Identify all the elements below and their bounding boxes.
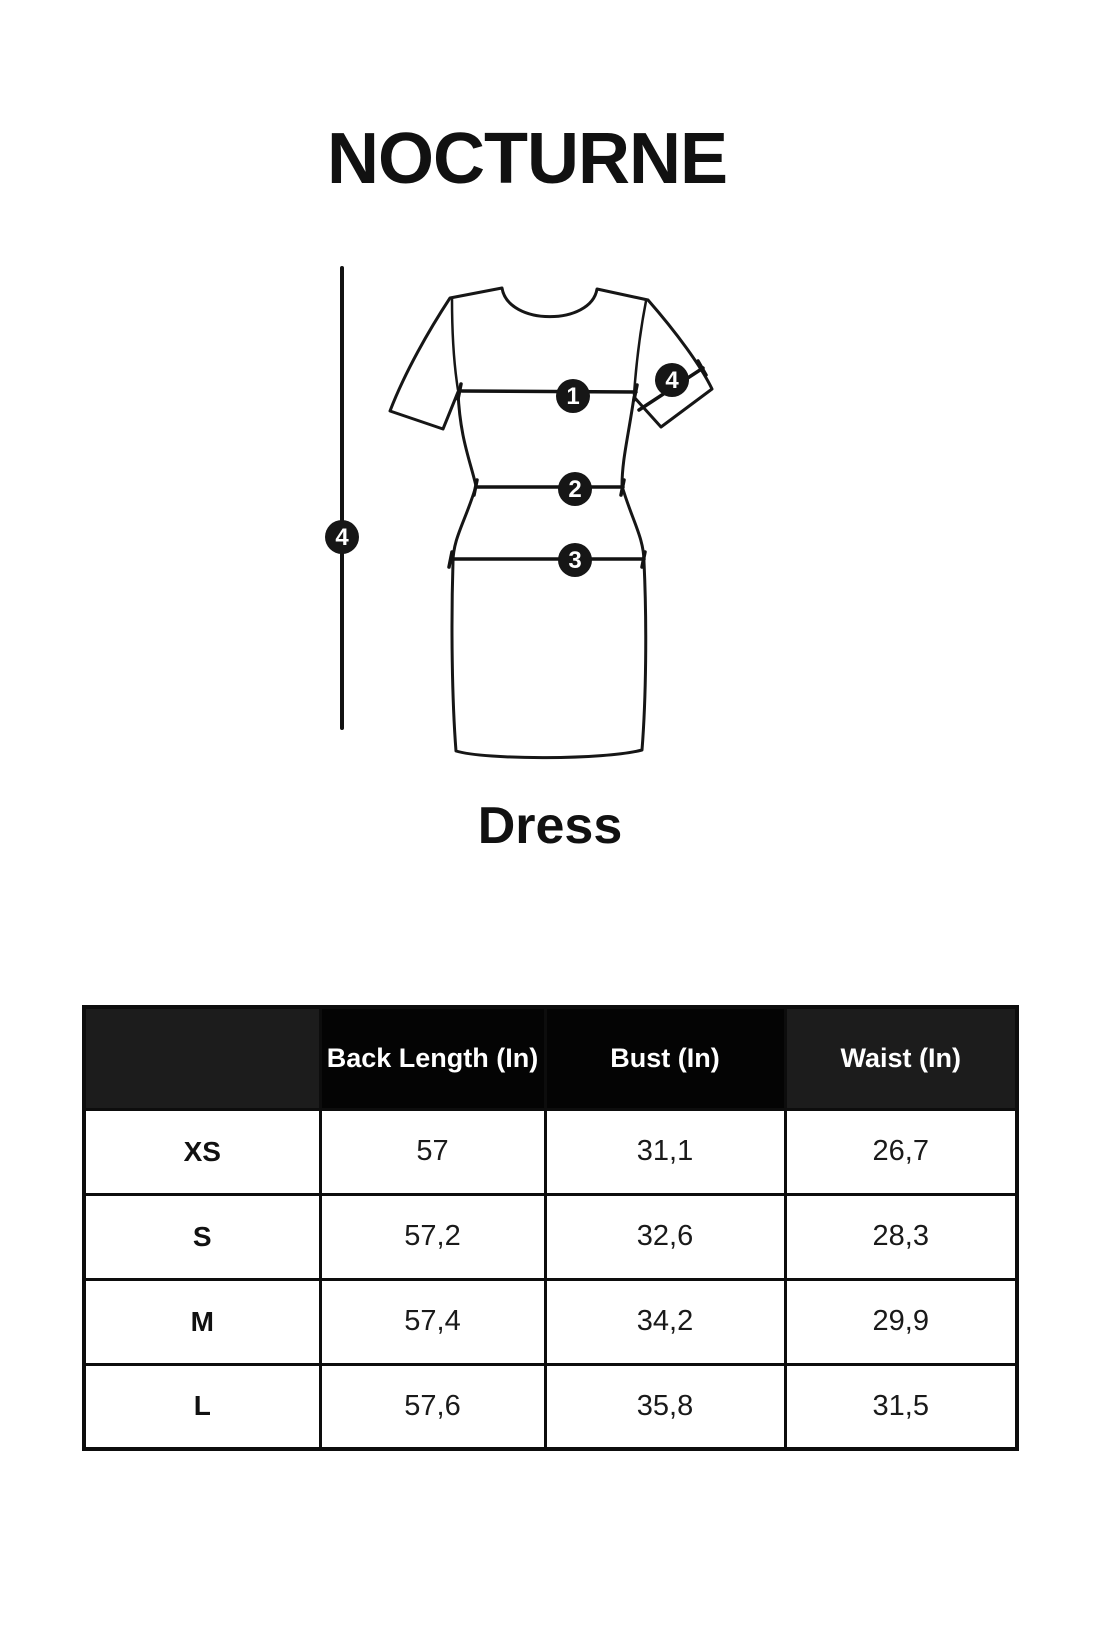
size-row-l: L 57,6 35,8 31,5 <box>82 1362 1019 1451</box>
back-length-cell: 57 <box>318 1107 547 1196</box>
dress-outline <box>388 286 714 760</box>
size-cell: XS <box>82 1107 322 1196</box>
col-header-bust: Bust (In) <box>543 1005 787 1111</box>
bust-cell: 34,2 <box>543 1277 787 1366</box>
waist-cell: 26,7 <box>783 1107 1019 1196</box>
marker-sleeve-number: 4 <box>665 367 679 394</box>
bust-cell: 35,8 <box>543 1362 787 1451</box>
marker-bust: 1 <box>556 379 590 413</box>
hip-line <box>447 550 647 569</box>
marker-hip: 3 <box>558 543 592 577</box>
brand-title: NOCTURNE <box>327 119 728 199</box>
back-length-cell: 57,2 <box>318 1192 547 1281</box>
size-chart-table: Back Length (In) Bust (In) Waist (In) XS… <box>82 1005 1019 1451</box>
size-cell: L <box>82 1362 322 1451</box>
size-chart-corner-cell <box>82 1005 322 1111</box>
size-cell: M <box>82 1277 322 1366</box>
marker-sleeve: 4 <box>655 363 689 397</box>
marker-bust-circle <box>556 379 590 413</box>
marker-back-length-number: 4 <box>335 524 349 551</box>
back-length-cell: 57,6 <box>318 1362 547 1451</box>
col-header-back-length: Back Length (In) <box>318 1005 547 1111</box>
size-row-xs: XS 57 31,1 26,7 <box>82 1107 1019 1196</box>
size-row-m: M 57,4 34,2 29,9 <box>82 1277 1019 1366</box>
marker-waist-circle <box>558 472 592 506</box>
marker-back-length: 4 <box>325 520 359 554</box>
marker-hip-number: 3 <box>568 547 581 574</box>
waist-cell: 28,3 <box>783 1192 1019 1281</box>
size-row-s: S 57,2 32,6 28,3 <box>82 1192 1019 1281</box>
marker-back-length-circle <box>325 520 359 554</box>
waist-line <box>472 478 626 497</box>
dress-measurement-diagram: 1 2 3 4 4 <box>320 250 730 770</box>
waist-cell: 31,5 <box>783 1362 1019 1451</box>
bust-cell: 32,6 <box>543 1192 787 1281</box>
bust-line <box>456 382 639 402</box>
bust-cell: 31,1 <box>543 1107 787 1196</box>
marker-sleeve-circle <box>655 363 689 397</box>
waist-cell: 29,9 <box>783 1277 1019 1366</box>
marker-bust-number: 1 <box>566 383 579 410</box>
right-armhole-seam <box>632 299 648 397</box>
diagram-caption: Dress <box>477 797 623 855</box>
marker-waist-number: 2 <box>568 476 581 503</box>
col-header-waist: Waist (In) <box>783 1005 1019 1111</box>
size-chart-header-row: Back Length (In) Bust (In) Waist (In) <box>82 1005 1019 1111</box>
marker-waist: 2 <box>558 472 592 506</box>
back-length-cell: 57,4 <box>318 1277 547 1366</box>
size-cell: S <box>82 1192 322 1281</box>
left-armhole-seam <box>450 297 460 392</box>
marker-hip-circle <box>558 543 592 577</box>
dress-diagram-svg: 1 2 3 4 4 <box>325 266 714 760</box>
